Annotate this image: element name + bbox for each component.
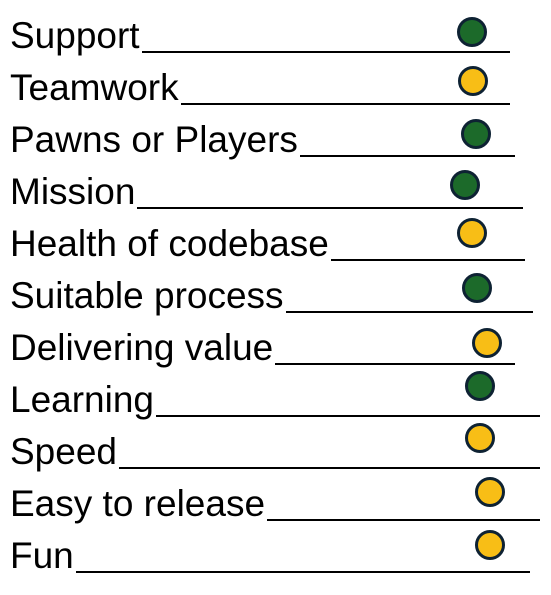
item-label: Support	[10, 15, 142, 56]
item-label: Mission	[10, 171, 138, 212]
status-dot	[465, 423, 495, 453]
underline	[10, 519, 540, 521]
underline	[10, 51, 510, 53]
status-dot	[462, 273, 492, 303]
status-dot	[458, 66, 488, 96]
status-dot	[457, 218, 487, 248]
underline	[10, 103, 510, 105]
item-label: Pawns or Players	[10, 119, 300, 160]
item-label: Teamwork	[10, 67, 181, 108]
item-label: Learning	[10, 379, 157, 420]
item-label: Suitable process	[10, 275, 286, 316]
status-dot	[475, 477, 505, 507]
item-label: Easy to release	[10, 483, 268, 524]
item-label: Speed	[10, 431, 119, 472]
item-label: Delivering value	[10, 327, 276, 368]
item-label: Health of codebase	[10, 223, 331, 264]
underline	[10, 207, 523, 209]
underline	[10, 415, 540, 417]
underline	[10, 467, 540, 469]
item-label: Fun	[10, 535, 76, 576]
status-dot	[457, 17, 487, 47]
status-dot	[472, 328, 502, 358]
status-dot	[475, 530, 505, 560]
underline	[10, 571, 530, 573]
status-dot	[465, 371, 495, 401]
status-dot	[450, 170, 480, 200]
status-dot	[461, 119, 491, 149]
